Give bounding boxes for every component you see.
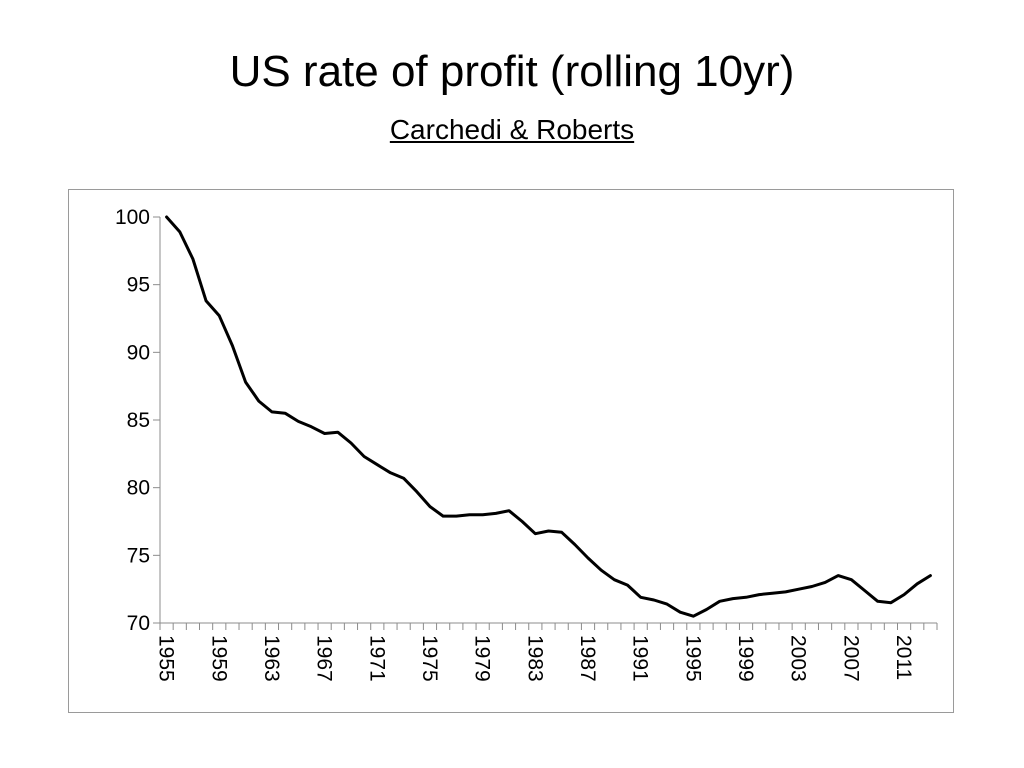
line-chart: 70 75 80 85 90 95 100 1955 1959 1963 1967 1971 1975 1…: [115, 206, 938, 682]
x-tick-label: 2011: [892, 635, 915, 680]
x-tick-label: 1971: [365, 635, 388, 682]
y-tick-label: 80: [127, 477, 150, 500]
x-tick-label: 1959: [207, 635, 230, 682]
x-tick-label: 1991: [629, 635, 652, 682]
slide-subtitle: Carchedi & Roberts: [389, 114, 635, 145]
y-tick-label: 75: [127, 544, 150, 567]
y-tick-label: 95: [127, 274, 150, 297]
series-line: [165, 215, 932, 618]
x-tick-label: 1963: [260, 635, 283, 682]
y-tick-label: 70: [127, 612, 150, 635]
slide-title: US rate of profit (rolling 10yr): [229, 47, 795, 96]
x-tick-label: 1955: [155, 635, 178, 682]
x-tick-label: 1987: [576, 635, 599, 682]
x-tick-label: 1979: [471, 635, 494, 682]
y-tick-label: 100: [115, 206, 150, 229]
x-tick-label: 2003: [787, 635, 810, 682]
x-tick-label: 1967: [313, 635, 336, 682]
x-tick-label: 1999: [734, 635, 757, 682]
y-tick-label: 90: [127, 341, 150, 364]
x-tick-label: 1995: [681, 635, 704, 682]
x-tick-label: 1975: [418, 635, 441, 682]
x-tick-label: 1983: [523, 635, 546, 682]
chart-container: 70 75 80 85 90 95 100 1955 1959 1963 1967 1971 1975 1…: [68, 189, 954, 713]
y-tick-label: 85: [127, 409, 150, 432]
x-tick-label: 2007: [839, 635, 862, 682]
